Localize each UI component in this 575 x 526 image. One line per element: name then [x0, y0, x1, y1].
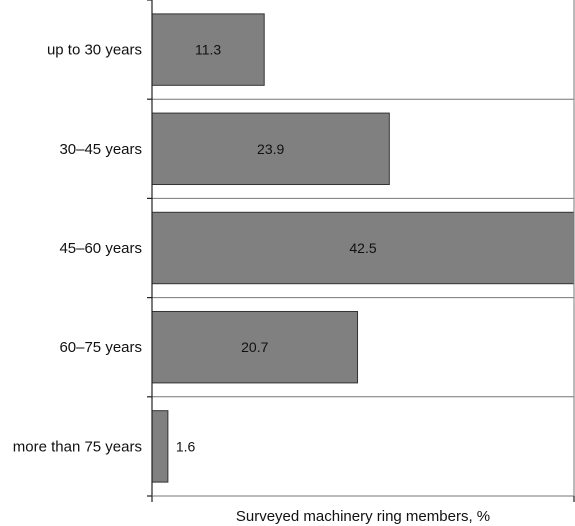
- category-label: 45–60 years: [59, 240, 142, 257]
- bar-group: [151, 13, 575, 483]
- category-label: up to 30 years: [47, 42, 142, 59]
- category-label: 60–75 years: [59, 339, 142, 356]
- value-label: 42.5: [349, 240, 376, 256]
- y-axis: [147, 0, 575, 502]
- value-label: 20.7: [241, 339, 268, 355]
- value-label: 11.3: [195, 42, 221, 58]
- value-label: 23.9: [257, 141, 284, 157]
- bar: [151, 13, 265, 86]
- x-axis-title: Surveyed machinery ring members, %: [236, 508, 490, 525]
- value-label: 1.6: [176, 438, 196, 454]
- category-gridlines: [152, 98, 574, 398]
- category-label: more than 75 years: [13, 438, 142, 455]
- bar: [151, 211, 575, 285]
- bar: [151, 410, 169, 483]
- bar: [151, 310, 359, 384]
- category-label-group: up to 30 years 30–45 years 45–60 years 60–7…: [13, 42, 142, 456]
- value-label-group: 11.3 23.9 42.5 20.7 1.6: [176, 42, 377, 455]
- category-label: 30–45 years: [59, 141, 142, 158]
- bar: [151, 112, 390, 186]
